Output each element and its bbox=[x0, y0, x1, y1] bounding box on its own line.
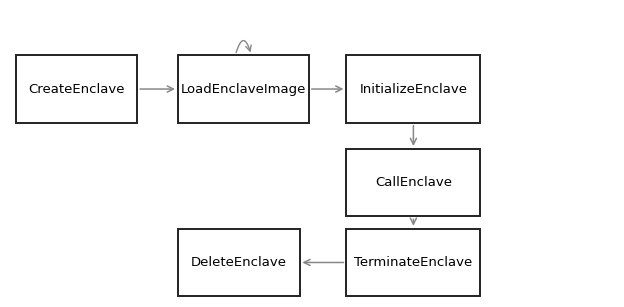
FancyBboxPatch shape bbox=[178, 229, 300, 296]
Text: CallEnclave: CallEnclave bbox=[375, 176, 452, 189]
FancyBboxPatch shape bbox=[16, 55, 137, 123]
Text: DeleteEnclave: DeleteEnclave bbox=[191, 256, 286, 269]
FancyBboxPatch shape bbox=[346, 55, 480, 123]
FancyBboxPatch shape bbox=[346, 229, 480, 296]
Text: LoadEnclaveImage: LoadEnclaveImage bbox=[181, 83, 306, 95]
Text: TerminateEnclave: TerminateEnclave bbox=[354, 256, 472, 269]
Text: InitializeEnclave: InitializeEnclave bbox=[359, 83, 467, 95]
FancyBboxPatch shape bbox=[178, 55, 309, 123]
FancyBboxPatch shape bbox=[346, 149, 480, 216]
Text: CreateEnclave: CreateEnclave bbox=[28, 83, 125, 95]
